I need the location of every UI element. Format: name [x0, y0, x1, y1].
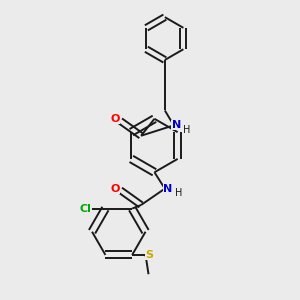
Text: S: S	[145, 250, 153, 260]
Text: O: O	[110, 114, 120, 124]
Text: Cl: Cl	[80, 204, 92, 214]
Text: N: N	[163, 184, 172, 194]
Text: N: N	[172, 120, 181, 130]
Text: H: H	[184, 125, 191, 135]
Text: H: H	[175, 188, 182, 198]
Text: O: O	[110, 184, 120, 194]
